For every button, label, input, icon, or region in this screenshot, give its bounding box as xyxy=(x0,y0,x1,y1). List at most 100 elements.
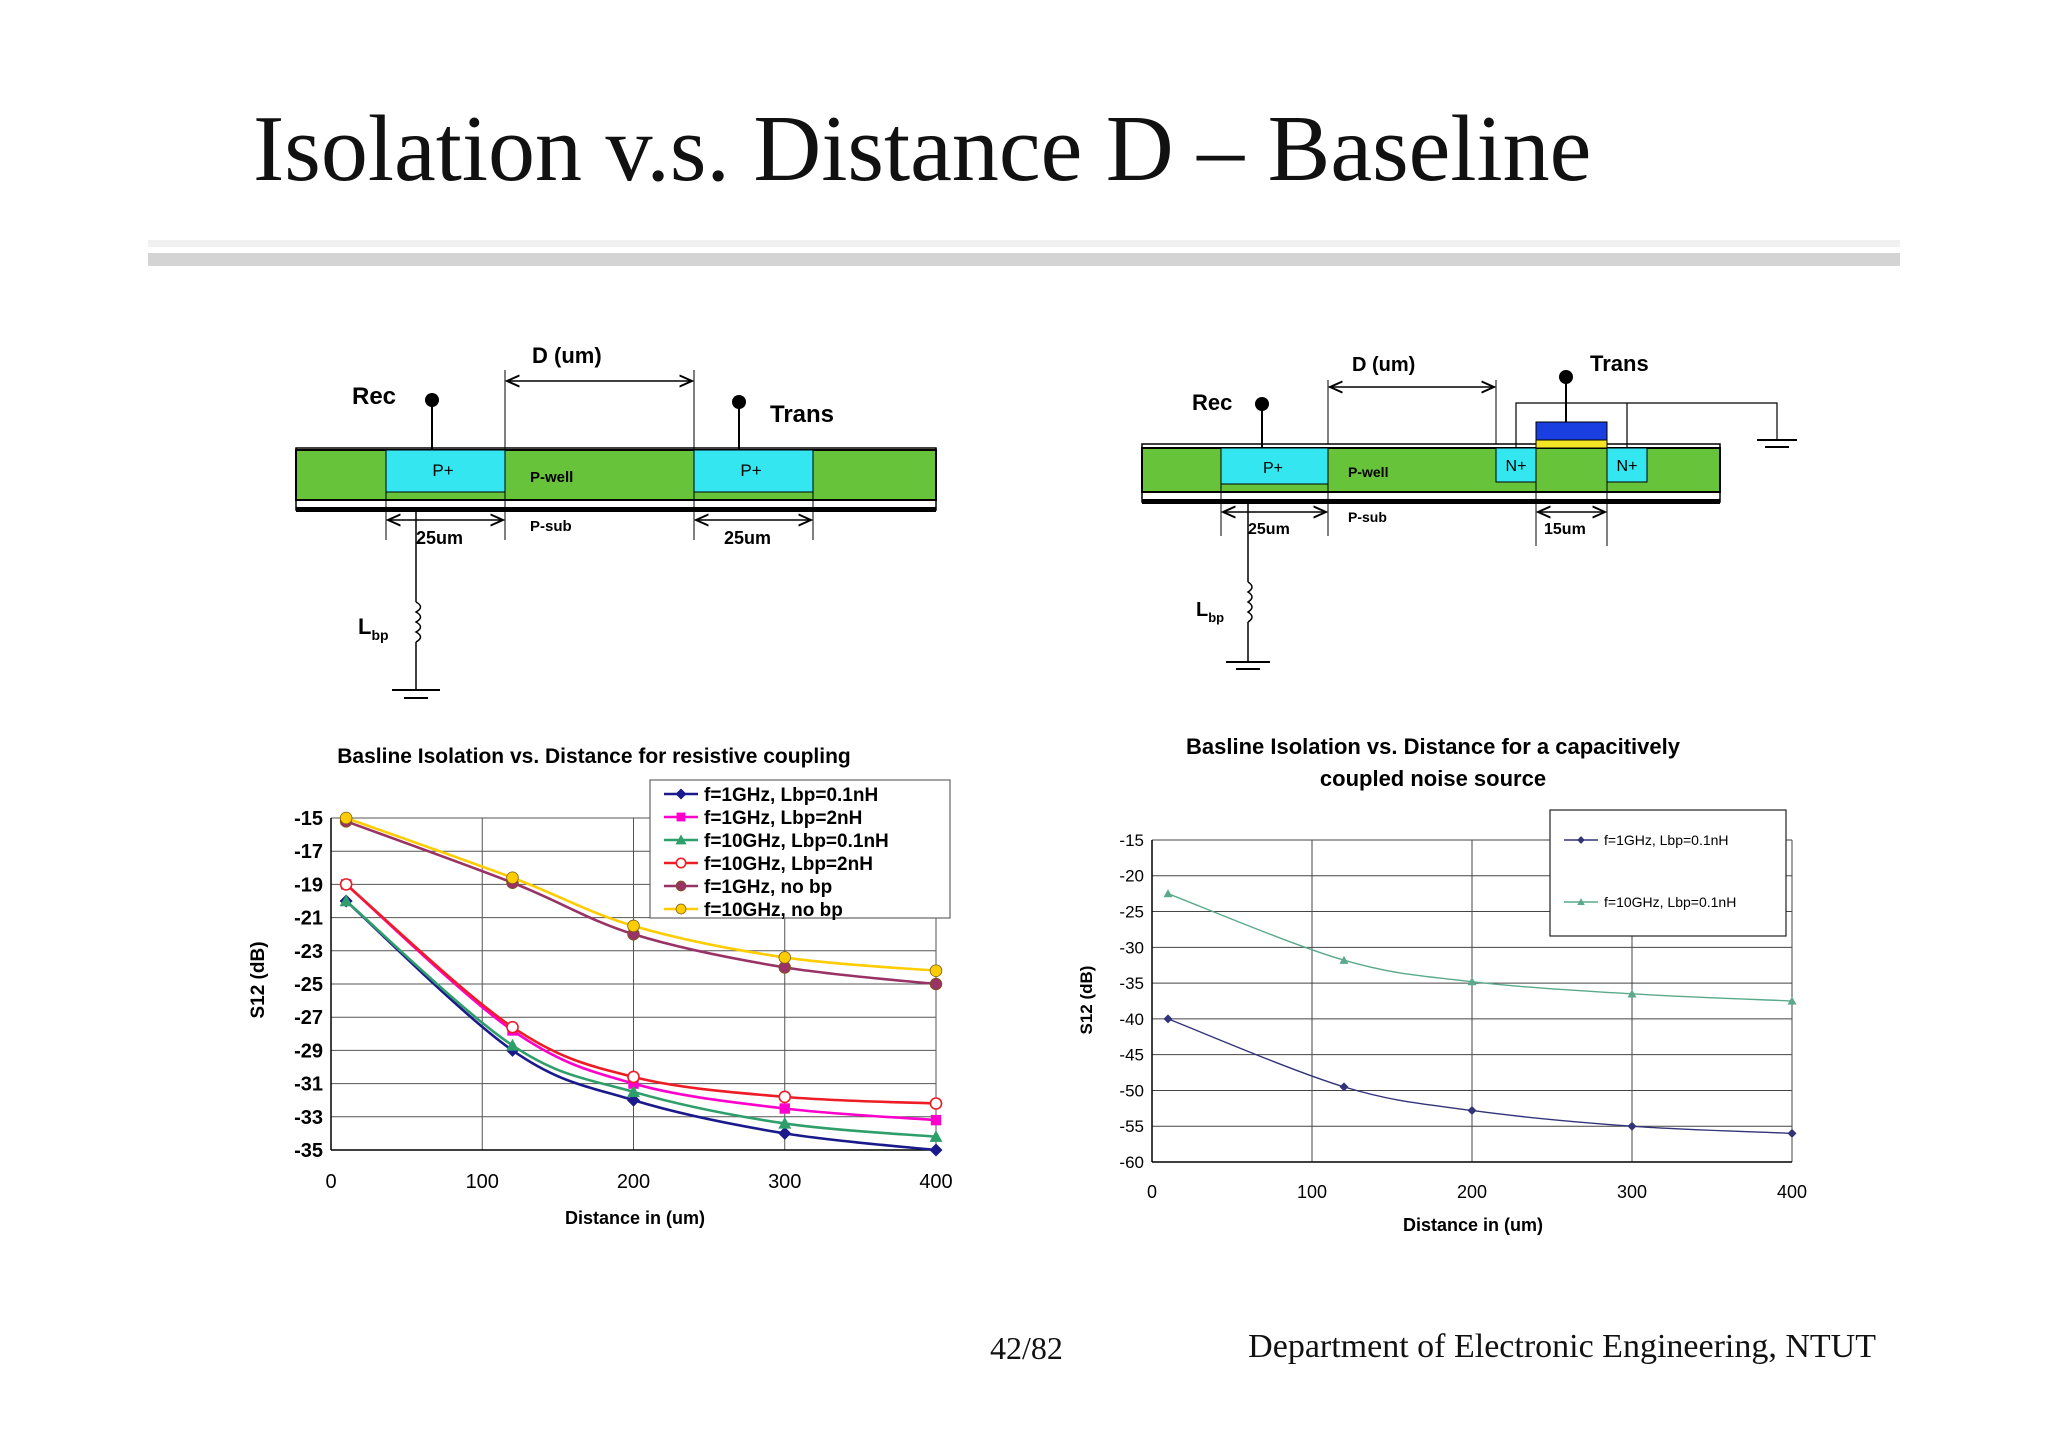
legend-box xyxy=(1549,809,1787,937)
y-tick-label: -40 xyxy=(1119,1010,1144,1029)
pplus-left-label: P+ xyxy=(432,461,453,480)
page-number: 42/82 xyxy=(990,1330,1063,1366)
data-point xyxy=(339,894,353,907)
y-tick-label: -25 xyxy=(294,974,323,996)
data-point xyxy=(1163,1014,1173,1024)
y-tick-label: -35 xyxy=(1119,974,1144,993)
y-tick-label: -60 xyxy=(1119,1153,1144,1172)
x-tick-label: 100 xyxy=(1297,1182,1327,1202)
y-tick-label: -31 xyxy=(294,1074,323,1096)
data-point xyxy=(506,1020,519,1034)
x-tick-label: 200 xyxy=(1457,1182,1487,1202)
x-tick-label: 400 xyxy=(919,1171,952,1193)
trans-label: Trans xyxy=(1590,351,1649,376)
footer-department: Department of Electronic Engineering, NT… xyxy=(1248,1328,1876,1365)
y-tick-label: -20 xyxy=(1119,867,1144,886)
legend-entry: f=10GHz, no bp xyxy=(704,900,843,921)
nplus-right-label: N+ xyxy=(1617,458,1638,475)
psub-label: P-sub xyxy=(530,518,572,535)
legend-marker xyxy=(675,788,687,800)
data-point xyxy=(1163,889,1173,898)
pplus-region xyxy=(1220,447,1329,485)
y-tick-label: -55 xyxy=(1119,1117,1144,1136)
y-tick-label: -23 xyxy=(294,941,323,963)
legend-marker xyxy=(675,880,687,892)
data-point xyxy=(929,964,943,977)
width-right-label: 25um xyxy=(724,528,771,548)
data-point xyxy=(1467,1105,1477,1115)
data-point xyxy=(929,1097,943,1110)
chart-title-line-1: Basline Isolation vs. Distance for a cap… xyxy=(1186,734,1681,759)
inductor-coil-icon xyxy=(414,601,422,643)
y-tick-label: -33 xyxy=(294,1107,323,1129)
y-tick-label: -45 xyxy=(1119,1046,1144,1065)
x-tick-label: 200 xyxy=(617,1171,650,1193)
data-point xyxy=(339,811,353,825)
width-right-label: 15um xyxy=(1544,521,1586,538)
nplus-left-region xyxy=(1495,447,1537,483)
resistive-coupling-cross-section: P+ P+ P-well P-sub Rec Trans D (um) 25um… xyxy=(295,343,937,699)
y-tick-label: -29 xyxy=(294,1040,323,1062)
gate-oxide xyxy=(1535,439,1608,449)
substrate-ground-plane xyxy=(1142,499,1720,504)
distance-label: D (um) xyxy=(532,343,602,368)
gate-poly xyxy=(1535,421,1608,441)
data-point xyxy=(929,1143,943,1157)
y-tick-label: -30 xyxy=(1119,938,1144,957)
data-point xyxy=(930,1114,942,1126)
legend-marker xyxy=(675,903,687,915)
psub-label: P-sub xyxy=(1348,509,1387,525)
capacitive-coupling-chart: Basline Isolation vs. Distance for a cap… xyxy=(1077,734,1807,1235)
y-tick-label: -17 xyxy=(294,841,323,863)
trans-label: Trans xyxy=(770,401,834,428)
pwell-label: P-well xyxy=(530,469,573,486)
x-tick-label: 300 xyxy=(768,1171,801,1193)
y-tick-label: -21 xyxy=(294,908,323,930)
distance-label: D (um) xyxy=(1352,354,1415,376)
legend-entry: f=10GHz, Lbp=0.1nH xyxy=(704,831,889,852)
x-tick-label: 0 xyxy=(1147,1182,1157,1202)
inductor-coil-icon xyxy=(1246,581,1253,623)
trans-terminal-dot xyxy=(1559,370,1573,384)
trans-terminal-dot xyxy=(732,395,746,409)
data-point xyxy=(1467,977,1477,986)
inductor-label: Lbp xyxy=(1196,599,1224,625)
pplus-right-label: P+ xyxy=(740,461,761,480)
y-axis-label: S12 (dB) xyxy=(248,941,269,1018)
legend-marker xyxy=(1577,836,1585,844)
rec-terminal-dot xyxy=(425,393,439,407)
data-point xyxy=(778,951,792,964)
pwell-label: P-well xyxy=(1348,464,1388,480)
title-rule-shadow xyxy=(148,253,1900,266)
legend-marker xyxy=(1577,898,1585,906)
substrate-ground-plane xyxy=(296,507,936,512)
y-tick-label: -50 xyxy=(1119,1081,1144,1100)
data-point xyxy=(778,1126,792,1140)
data-point xyxy=(778,1090,792,1104)
x-tick-label: 0 xyxy=(325,1171,336,1193)
legend-entry: f=1GHz, Lbp=0.1nH xyxy=(1604,832,1729,848)
legend-entry: f=1GHz, no bp xyxy=(704,877,832,898)
chart-title-line-2: coupled noise source xyxy=(1320,766,1546,791)
data-point xyxy=(627,1093,640,1107)
rec-label: Rec xyxy=(352,383,396,410)
legend-entry: f=1GHz, Lbp=0.1nH xyxy=(704,785,878,806)
data-point xyxy=(778,1116,792,1129)
legend-marker xyxy=(675,857,687,869)
resistive-coupling-chart: Basline Isolation vs. Distance for resis… xyxy=(248,745,953,1228)
y-tick-label: -25 xyxy=(1119,903,1144,922)
y-tick-label: -19 xyxy=(294,874,323,896)
y-tick-label: -27 xyxy=(294,1007,323,1029)
capacitive-coupling-cross-section: P+ N+ N+ P-well P-sub Trans Rec D (um) 2… xyxy=(1141,351,1797,670)
legend-marker xyxy=(676,812,686,822)
title-rule xyxy=(148,240,1900,247)
width-left-label: 25um xyxy=(1248,521,1290,538)
pplus-rec-region xyxy=(385,449,506,493)
x-tick-label: 400 xyxy=(1777,1182,1807,1202)
data-point xyxy=(339,878,353,891)
legend-entry: f=1GHz, Lbp=2nH xyxy=(704,808,862,829)
data-point xyxy=(929,977,943,991)
data-point xyxy=(1787,996,1797,1005)
data-point xyxy=(929,1130,943,1142)
pplus-trans-region xyxy=(693,449,814,493)
